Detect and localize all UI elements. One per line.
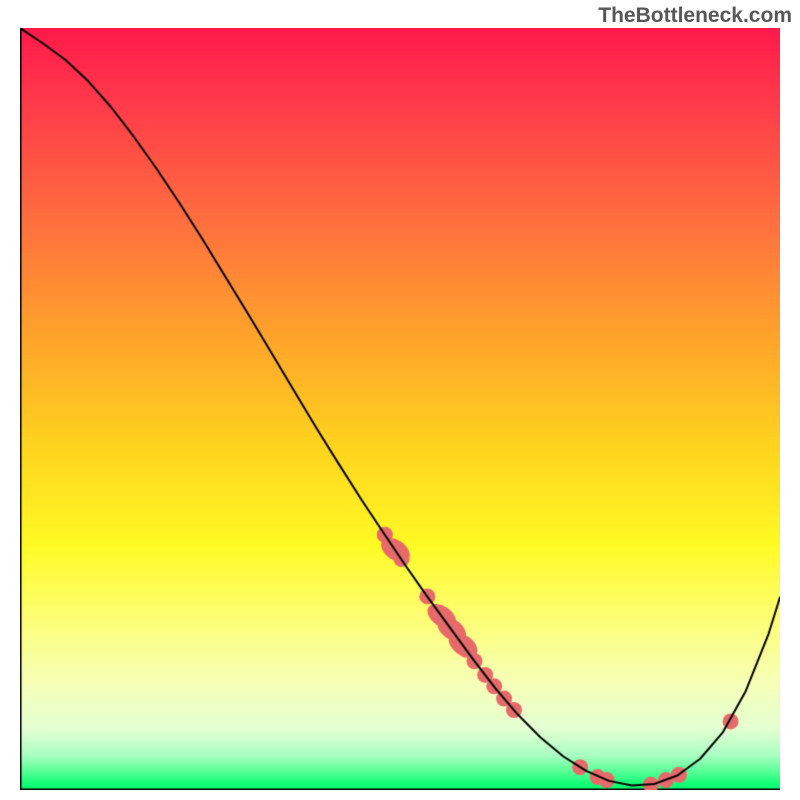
attribution-text: TheBottleneck.com bbox=[598, 4, 792, 28]
plot-area bbox=[20, 28, 780, 790]
chart-container: TheBottleneck.com bbox=[0, 0, 800, 800]
curve-layer bbox=[20, 28, 780, 790]
